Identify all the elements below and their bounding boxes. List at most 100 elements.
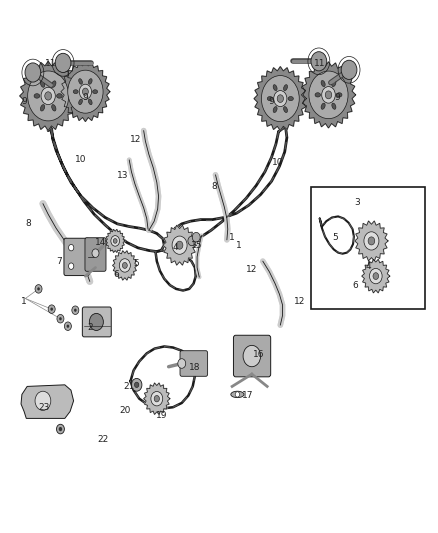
Text: 8: 8 <box>25 220 32 228</box>
Circle shape <box>243 345 261 367</box>
Circle shape <box>188 236 196 246</box>
Circle shape <box>172 236 187 254</box>
Circle shape <box>28 71 69 121</box>
Polygon shape <box>144 383 170 415</box>
Circle shape <box>59 427 62 431</box>
Ellipse shape <box>40 104 45 111</box>
Polygon shape <box>362 259 390 293</box>
Circle shape <box>176 241 183 249</box>
Text: 1: 1 <box>229 233 235 241</box>
Text: 20: 20 <box>119 406 131 415</box>
Text: 11: 11 <box>314 60 325 68</box>
Text: 14: 14 <box>95 238 106 247</box>
Circle shape <box>274 91 287 107</box>
Text: 1: 1 <box>21 297 27 305</box>
Text: 4: 4 <box>173 244 178 252</box>
Circle shape <box>59 317 62 320</box>
Circle shape <box>131 378 142 391</box>
Circle shape <box>25 63 41 82</box>
Text: 21: 21 <box>124 382 135 391</box>
Circle shape <box>37 287 40 290</box>
Polygon shape <box>355 221 388 261</box>
Circle shape <box>151 391 163 406</box>
Text: 6: 6 <box>113 270 119 279</box>
Text: 10: 10 <box>75 156 87 164</box>
Circle shape <box>111 236 120 246</box>
Circle shape <box>55 53 71 72</box>
FancyBboxPatch shape <box>180 351 208 376</box>
Text: 6: 6 <box>352 281 358 289</box>
Text: 23: 23 <box>38 403 49 412</box>
Ellipse shape <box>288 96 293 101</box>
Ellipse shape <box>79 99 82 104</box>
Text: 15: 15 <box>191 241 203 249</box>
Circle shape <box>41 87 55 104</box>
Ellipse shape <box>57 94 62 98</box>
Circle shape <box>134 382 139 387</box>
Polygon shape <box>163 225 196 265</box>
Circle shape <box>68 245 74 251</box>
Polygon shape <box>301 62 356 128</box>
Text: 11: 11 <box>45 60 56 68</box>
Polygon shape <box>254 67 307 131</box>
Text: 1: 1 <box>236 241 242 249</box>
Circle shape <box>261 76 299 122</box>
Circle shape <box>57 314 64 323</box>
Circle shape <box>50 308 53 311</box>
Circle shape <box>311 52 327 71</box>
Circle shape <box>68 263 74 269</box>
Ellipse shape <box>88 79 92 84</box>
Circle shape <box>74 309 77 312</box>
Circle shape <box>235 392 240 397</box>
Polygon shape <box>106 229 125 253</box>
Ellipse shape <box>273 85 277 91</box>
Ellipse shape <box>88 99 92 104</box>
Circle shape <box>321 86 336 103</box>
Circle shape <box>325 91 332 99</box>
Circle shape <box>64 322 71 330</box>
FancyBboxPatch shape <box>85 238 106 271</box>
Circle shape <box>68 70 103 113</box>
Text: 9: 9 <box>334 93 340 101</box>
Circle shape <box>341 60 357 79</box>
Text: 10: 10 <box>272 158 284 167</box>
Ellipse shape <box>315 93 321 97</box>
Circle shape <box>368 237 375 245</box>
Text: 22: 22 <box>97 435 109 444</box>
Ellipse shape <box>73 90 78 94</box>
Circle shape <box>45 92 52 100</box>
Ellipse shape <box>267 96 272 101</box>
Circle shape <box>309 71 348 119</box>
Circle shape <box>277 95 283 102</box>
Circle shape <box>72 306 79 314</box>
Circle shape <box>67 325 69 328</box>
Ellipse shape <box>332 80 336 87</box>
Polygon shape <box>61 62 110 122</box>
Ellipse shape <box>34 94 40 98</box>
Ellipse shape <box>52 104 56 111</box>
Ellipse shape <box>40 81 45 87</box>
Text: 12: 12 <box>294 297 306 305</box>
Text: 8: 8 <box>212 182 218 191</box>
Ellipse shape <box>321 80 325 87</box>
Ellipse shape <box>332 103 336 109</box>
Circle shape <box>113 239 117 243</box>
Ellipse shape <box>336 93 342 97</box>
FancyBboxPatch shape <box>233 335 271 377</box>
Circle shape <box>178 359 186 368</box>
Circle shape <box>57 424 64 434</box>
Bar <box>311 187 425 309</box>
Ellipse shape <box>321 103 325 109</box>
Circle shape <box>119 259 131 272</box>
FancyBboxPatch shape <box>82 307 111 337</box>
Polygon shape <box>21 385 74 418</box>
Text: 12: 12 <box>130 135 141 144</box>
Circle shape <box>35 391 51 410</box>
Circle shape <box>122 262 127 269</box>
Ellipse shape <box>283 85 287 91</box>
Text: 3: 3 <box>354 198 360 207</box>
Circle shape <box>48 305 55 313</box>
Ellipse shape <box>79 79 82 84</box>
Text: 7: 7 <box>56 257 62 265</box>
Circle shape <box>192 232 200 242</box>
